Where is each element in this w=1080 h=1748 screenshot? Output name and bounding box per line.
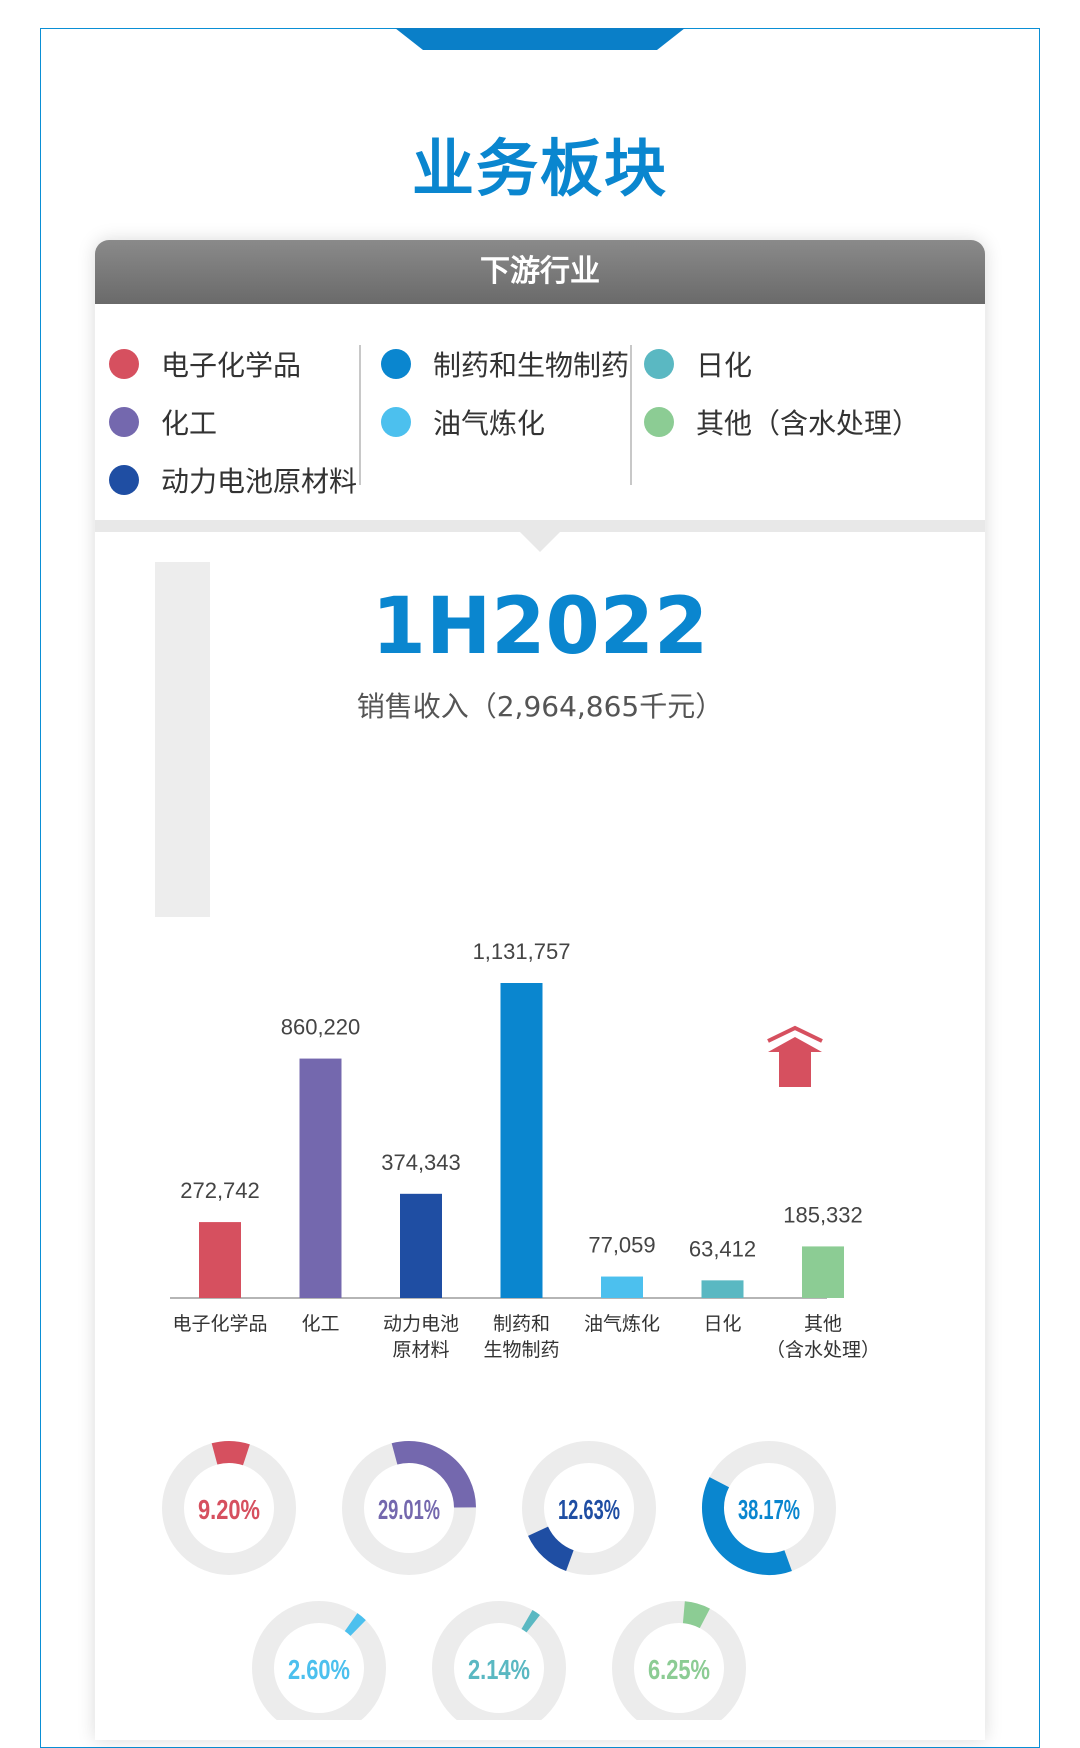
category-label: 油气炼化 — [584, 1313, 660, 1335]
category-label: 日化 — [703, 1313, 741, 1335]
bar-value-label: 63,412 — [689, 1236, 756, 1261]
bar — [500, 983, 543, 1298]
legend-item: 油气炼化 — [381, 393, 629, 451]
bar — [299, 1058, 342, 1298]
divider-pointer — [520, 532, 560, 552]
bar-chart: 272,742 电子化学品 860,220 化工 374,343 动力电池原材料 1,131… — [170, 939, 880, 1361]
divider-band — [95, 520, 985, 532]
growth-arrow-icon — [767, 1025, 823, 1087]
bar-value-label: 77,059 — [588, 1233, 655, 1258]
segment-card: 下游行业 电子化学品 化工 动力电池原材料 制药和生物制药 油气炼化 日化 其他… — [95, 240, 985, 1740]
bar — [400, 1193, 442, 1298]
legend-divider — [630, 345, 632, 485]
donut-percent-label: 2.60% — [288, 1654, 350, 1685]
bar-value-label: 860,220 — [281, 1015, 361, 1040]
bar — [701, 1280, 744, 1298]
category-label: （含水处理） — [766, 1339, 880, 1361]
category-label: 动力电池 — [383, 1313, 459, 1335]
legend-dot — [109, 407, 139, 437]
donut-percent-label: 2.14% — [468, 1654, 530, 1685]
legend-label: 制药和生物制药 — [433, 349, 630, 382]
legend-column-3: 日化 其他（含水处理） — [644, 335, 920, 451]
donut-percent-label: 9.20% — [198, 1494, 260, 1525]
donut-arc — [528, 1526, 575, 1571]
donut-arc — [344, 1613, 366, 1636]
card-title: 下游行业 — [95, 240, 985, 304]
legend-dot — [381, 349, 411, 379]
legend-dot — [381, 407, 411, 437]
legend-label: 动力电池原材料 — [161, 465, 358, 498]
category-label: 化工 — [301, 1313, 339, 1335]
bar-value-label: 374,343 — [381, 1150, 461, 1175]
legend-divider — [359, 345, 361, 485]
legend-item: 动力电池原材料 — [109, 451, 357, 509]
legend-dot — [109, 349, 139, 379]
donut-arc — [521, 1609, 540, 1633]
bar — [199, 1222, 241, 1298]
category-label: 生物制药 — [483, 1339, 559, 1361]
legend-dot — [644, 407, 674, 437]
bar-value-label: 185,332 — [783, 1202, 863, 1227]
donut-percent-label: 38.17% — [738, 1494, 800, 1525]
donut-percent-label: 12.63% — [558, 1494, 620, 1525]
donut-arc — [702, 1477, 792, 1575]
donut-percent-label: 29.01% — [378, 1494, 440, 1525]
legend-item: 电子化学品 — [109, 335, 357, 393]
header-tab — [395, 28, 685, 50]
category-label: 原材料 — [392, 1339, 449, 1361]
donut-arc — [211, 1441, 250, 1466]
legend-dot — [644, 349, 674, 379]
bar — [802, 1246, 844, 1298]
donut-track — [612, 1601, 746, 1720]
donut-track — [522, 1441, 656, 1575]
bar-value-label: 272,742 — [180, 1178, 260, 1203]
share-donuts: 9.20% 29.01% 12.63% 38.17% 2.60% 2.14% 6.25% — [162, 1441, 836, 1720]
legend-item: 制药和生物制药 — [381, 335, 629, 393]
legend-item: 日化 — [644, 335, 920, 393]
category-label: 制药和 — [493, 1313, 550, 1335]
bar-value-label: 1,131,757 — [473, 939, 571, 964]
donut-track — [252, 1601, 386, 1720]
legend-label: 其他（含水处理） — [696, 407, 921, 440]
donut-arc — [682, 1601, 710, 1629]
legend-label: 化工 — [161, 407, 218, 440]
legend-column-2: 制药和生物制药 油气炼化 — [381, 335, 629, 451]
legend-column-1: 电子化学品 化工 动力电池原材料 — [109, 335, 357, 509]
revenue-subtitle: 销售收入（2,964,865千元） — [356, 690, 724, 723]
period-title: 1H2022 — [371, 582, 709, 672]
donut-track — [432, 1601, 566, 1720]
legend-item: 化工 — [109, 393, 357, 451]
donut-arc — [391, 1441, 476, 1509]
legend-label: 日化 — [696, 349, 753, 382]
category-label: 电子化学品 — [172, 1313, 267, 1335]
donut-percent-label: 6.25% — [648, 1654, 710, 1685]
legend-item: 其他（含水处理） — [644, 393, 920, 451]
bar — [601, 1276, 643, 1298]
page-title: 业务板块 — [411, 132, 668, 205]
legend-label: 油气炼化 — [433, 407, 546, 440]
legend-label: 电子化学品 — [161, 349, 302, 382]
decorative-bracket-inner — [95, 562, 155, 917]
category-label: 其他 — [804, 1313, 842, 1335]
legend-dot — [109, 465, 139, 495]
